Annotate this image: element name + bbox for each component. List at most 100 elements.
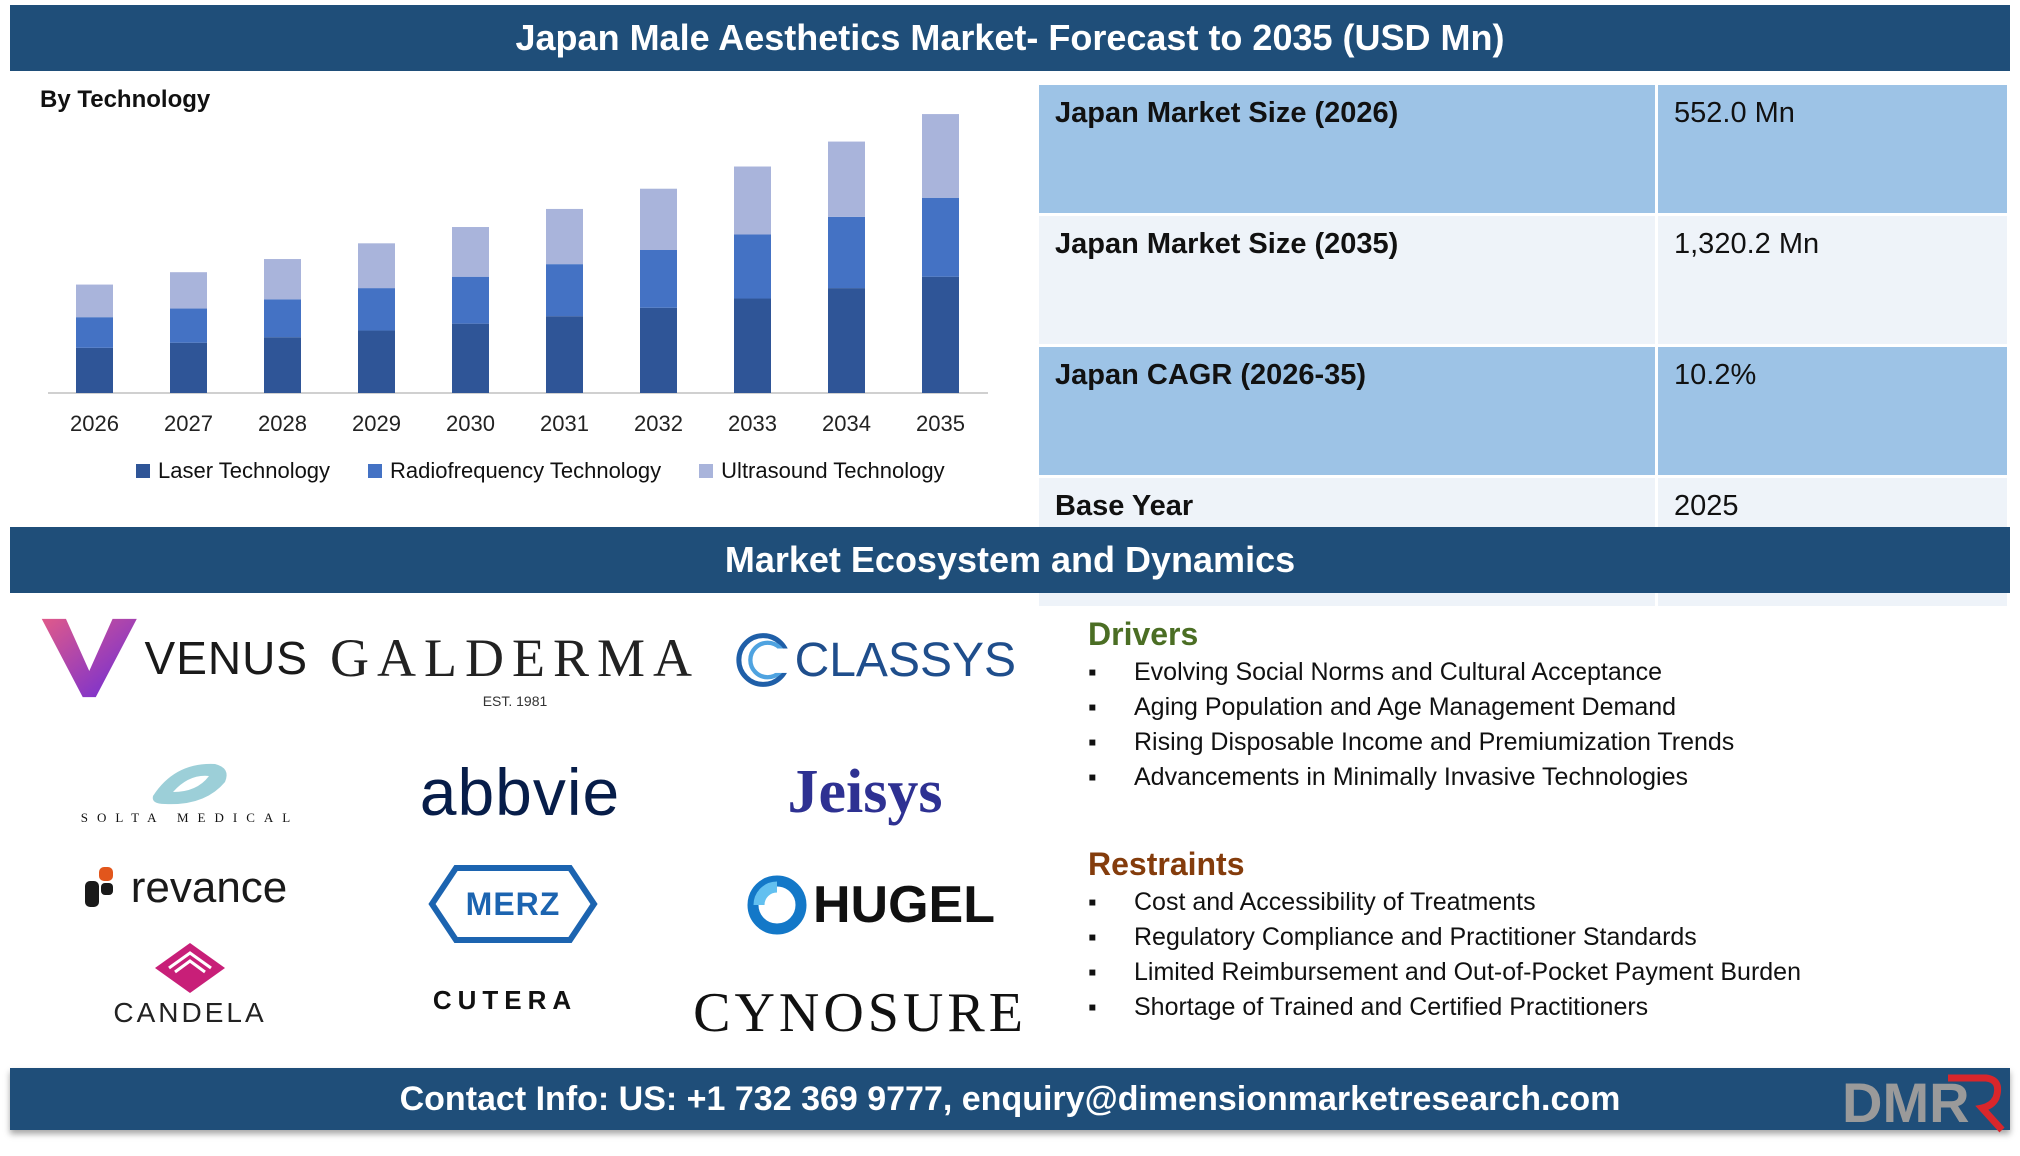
x-tick-label: 2032	[634, 411, 683, 436]
revance-dots-icon	[84, 867, 113, 907]
drivers-list: Evolving Social Norms and Cultural Accep…	[1088, 655, 1734, 795]
restraint-item: Cost and Accessibility of Treatments	[1088, 885, 1801, 920]
legend-swatch-laser	[136, 464, 150, 478]
classys-logo: CLASSYS	[736, 618, 1016, 702]
candela-logo: CANDELA	[70, 940, 310, 1030]
x-tick-label: 2026	[70, 411, 119, 436]
hugel-logo: HUGEL	[736, 866, 1006, 944]
stat-label: Japan Market Size (2035)	[1036, 213, 1658, 347]
candela-diamond-icon	[155, 943, 225, 993]
bar-segment-2035-ultrasound	[922, 114, 959, 198]
venus-v-icon	[41, 618, 137, 698]
dmr-logo: DMR	[1836, 1068, 2006, 1134]
x-tick-label: 2029	[352, 411, 401, 436]
cutera-wordmark: CUTERA	[432, 984, 578, 1015]
driver-item: Aging Population and Age Management Dema…	[1088, 690, 1734, 725]
bar-segment-2031-laser	[546, 316, 583, 393]
merz-wordmark: MERZ	[465, 885, 561, 922]
jeisys-wordmark: Jeisys	[787, 757, 943, 826]
stat-value: 552.0 Mn	[1655, 82, 2010, 216]
galderma-logo: GALDERMA EST. 1981	[330, 620, 692, 716]
bar-segment-2033-radiofrequency	[734, 234, 771, 299]
solta-shape-icon	[152, 763, 227, 805]
bar-segment-2029-radiofrequency	[358, 288, 395, 331]
galderma-est: EST. 1981	[482, 693, 548, 709]
stat-value: 10.2%	[1655, 344, 2010, 478]
classys-wordmark: CLASSYS	[794, 633, 1016, 687]
x-tick-label: 2027	[164, 411, 213, 436]
chart-subtitle: By Technology	[40, 86, 211, 113]
venus-logo: VENUS	[38, 610, 308, 706]
bar-segment-2028-ultrasound	[264, 259, 301, 300]
restraints-list: Cost and Accessibility of Treatments Reg…	[1088, 885, 1801, 1025]
bar-segment-2034-ultrasound	[828, 141, 865, 217]
cutera-logo: CUTERA	[395, 970, 615, 1030]
galderma-wordmark: GALDERMA	[330, 628, 700, 688]
legend-swatch-ultrasound	[699, 464, 714, 478]
bar-segment-2027-ultrasound	[170, 272, 207, 309]
bar-segment-2028-laser	[264, 337, 301, 393]
bar-segment-2031-ultrasound	[546, 208, 583, 265]
legend-item-radiofrequency: Radiofrequency Technology	[368, 458, 661, 484]
restraints-title: Restraints	[1088, 846, 1245, 882]
abbvie-logo: abbvie	[380, 752, 660, 832]
bar-segment-2034-radiofrequency	[828, 216, 865, 289]
bar-segment-2035-radiofrequency	[922, 197, 959, 277]
cynosure-logo: CYNOSURE	[693, 978, 1023, 1048]
bar-segment-2026-radiofrequency	[76, 317, 113, 348]
chart-legend: Laser Technology Radiofrequency Technolo…	[136, 458, 945, 484]
driver-item: Evolving Social Norms and Cultural Accep…	[1088, 655, 1734, 690]
legend-item-ultrasound: Ultrasound Technology	[699, 458, 945, 484]
bar-segment-2033-laser	[734, 298, 771, 393]
bar-segment-2032-laser	[640, 307, 677, 393]
x-tick-label: 2034	[822, 411, 871, 436]
ecosystem-title: Market Ecosystem and Dynamics	[10, 527, 2010, 593]
abbvie-wordmark: abbvie	[419, 755, 621, 829]
stat-value: 1,320.2 Mn	[1655, 213, 2010, 347]
bar-segment-2030-ultrasound	[452, 227, 489, 277]
bar-segment-2027-laser	[170, 342, 207, 393]
legend-item-laser: Laser Technology	[136, 458, 330, 484]
solta-wordmark: SOLTA MEDICAL	[80, 810, 300, 825]
x-tick-label: 2035	[916, 411, 965, 436]
stats-row: Japan Market Size (2026) 552.0 Mn	[1036, 82, 2010, 216]
bar-segment-2029-laser	[358, 330, 395, 393]
legend-label-ultrasound: Ultrasound Technology	[721, 458, 945, 483]
bar-segment-2033-ultrasound	[734, 166, 771, 235]
bar-segment-2031-radiofrequency	[546, 264, 583, 317]
stats-row: Japan CAGR (2026-35) 10.2%	[1036, 344, 2010, 478]
driver-item: Rising Disposable Income and Premiumizat…	[1088, 725, 1734, 760]
x-tick-label: 2028	[258, 411, 307, 436]
bar-segment-2034-laser	[828, 288, 865, 393]
bar-segment-2030-radiofrequency	[452, 276, 489, 324]
jeisys-logo: Jeisys	[740, 750, 990, 834]
classys-swirl-icon	[736, 633, 791, 687]
bar-segment-2026-ultrasound	[76, 284, 113, 318]
restraint-item: Limited Reimbursement and Out-of-Pocket …	[1088, 955, 1801, 990]
restraint-item: Shortage of Trained and Certified Practi…	[1088, 990, 1801, 1025]
stat-label: Japan CAGR (2026-35)	[1036, 344, 1658, 478]
bar-segment-2026-laser	[76, 347, 113, 393]
x-tick-label: 2033	[728, 411, 777, 436]
stat-label: Japan Market Size (2026)	[1036, 82, 1658, 216]
bar-segment-2027-radiofrequency	[170, 308, 207, 343]
hugel-wordmark: HUGEL	[813, 876, 995, 934]
x-tick-label: 2031	[540, 411, 589, 436]
candela-wordmark: CANDELA	[113, 997, 267, 1028]
bar-segment-2032-radiofrequency	[640, 250, 677, 308]
revance-wordmark: revance	[130, 863, 288, 912]
legend-label-laser: Laser Technology	[158, 458, 331, 483]
legend-label-radiofrequency: Radiofrequency Technology	[390, 458, 662, 483]
merz-logo: MERZ	[428, 862, 598, 946]
solta-logo: SOLTA MEDICAL	[50, 752, 330, 832]
page-title: Japan Male Aesthetics Market- Forecast t…	[10, 5, 2010, 71]
bar-segment-2035-laser	[922, 276, 959, 393]
dmr-mark-icon: DMR	[1842, 1071, 2005, 1134]
merz-hexagon-icon	[428, 865, 598, 943]
venus-wordmark: VENUS	[144, 632, 308, 684]
driver-item: Advancements in Minimally Invasive Techn…	[1088, 760, 1734, 795]
bar-segment-2032-ultrasound	[640, 188, 677, 250]
restraint-item: Regulatory Compliance and Practitioner S…	[1088, 920, 1801, 955]
bar-segment-2030-laser	[452, 323, 489, 393]
bar-segment-2029-ultrasound	[358, 243, 395, 289]
